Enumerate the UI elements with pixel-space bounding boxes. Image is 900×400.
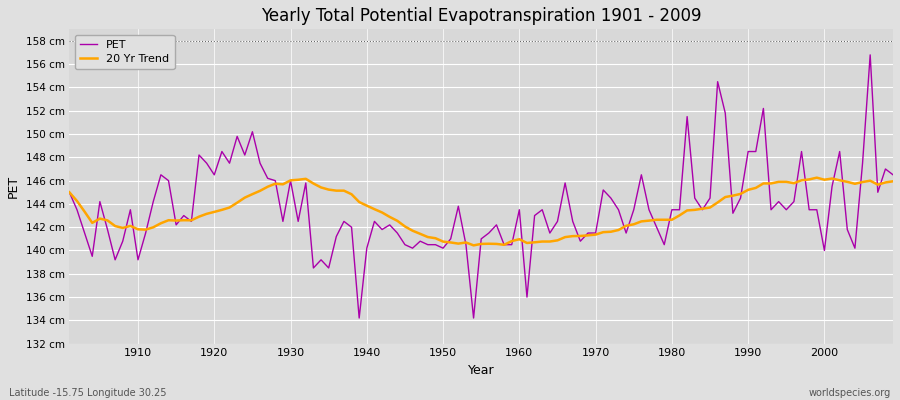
PET	[125, 207, 136, 212]
PET	[865, 52, 876, 57]
20 Yr Trend	[338, 188, 349, 193]
PET	[338, 219, 349, 224]
PET	[64, 190, 75, 195]
20 Yr Trend	[887, 179, 898, 184]
PET	[613, 207, 624, 212]
Text: Latitude -15.75 Longitude 30.25: Latitude -15.75 Longitude 30.25	[9, 388, 166, 398]
20 Yr Trend	[812, 175, 823, 180]
PET	[292, 219, 303, 224]
20 Yr Trend	[125, 224, 136, 228]
X-axis label: Year: Year	[468, 364, 494, 377]
20 Yr Trend	[514, 237, 525, 242]
20 Yr Trend	[613, 228, 624, 232]
20 Yr Trend	[64, 190, 75, 195]
Y-axis label: PET: PET	[7, 175, 20, 198]
Line: PET: PET	[69, 55, 893, 318]
Line: 20 Yr Trend: 20 Yr Trend	[69, 178, 893, 245]
Legend: PET, 20 Yr Trend: PET, 20 Yr Trend	[75, 35, 175, 70]
PET	[887, 172, 898, 177]
PET	[522, 295, 533, 300]
PET	[514, 207, 525, 212]
20 Yr Trend	[468, 243, 479, 248]
PET	[354, 316, 364, 320]
20 Yr Trend	[522, 240, 533, 245]
Text: worldspecies.org: worldspecies.org	[809, 388, 891, 398]
20 Yr Trend	[292, 177, 303, 182]
Title: Yearly Total Potential Evapotranspiration 1901 - 2009: Yearly Total Potential Evapotranspiratio…	[261, 7, 701, 25]
